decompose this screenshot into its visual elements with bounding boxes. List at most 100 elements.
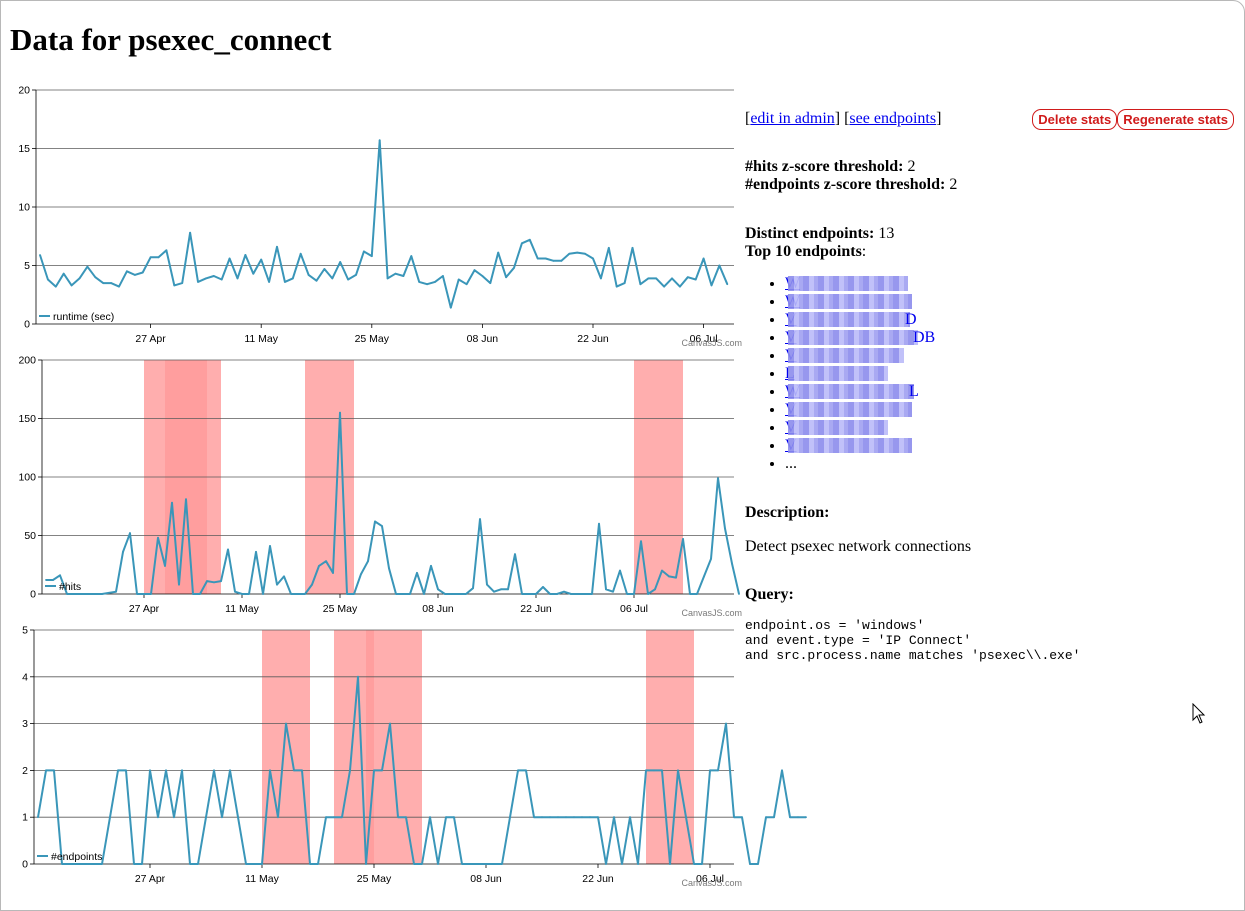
data-point: [315, 279, 318, 282]
data-point: [718, 264, 721, 267]
endpoints-threshold-value: 2: [949, 176, 958, 193]
endpoint-link[interactable]: V: [785, 347, 904, 365]
anomaly-band: [366, 630, 374, 864]
endpoint-link[interactable]: V: [785, 437, 912, 455]
data-point: [101, 593, 103, 595]
chart-credit: CanvasJS.com: [681, 608, 742, 618]
endpoint-link[interactable]: VD: [785, 311, 921, 329]
delete-stats-button[interactable]: Delete stats: [1032, 109, 1118, 130]
data-point: [654, 588, 656, 591]
data-point: [605, 863, 607, 865]
top-endpoints-label: Top 10 endpoints: [745, 243, 862, 260]
data-point: [402, 593, 404, 595]
hits-chart-svg: 0 50 100 150 200 27 Apr 11 May 25 May 08 Jun 22 J…: [18, 355, 742, 619]
data-point: [199, 593, 201, 595]
data-point: [136, 593, 138, 595]
data-point: [437, 863, 439, 865]
endpoint-link[interactable]: WL: [785, 383, 925, 401]
data-point: [434, 280, 436, 283]
series-line: [39, 139, 729, 309]
data-point: [493, 590, 495, 593]
data-point: [661, 769, 663, 772]
query-heading: Query:: [745, 586, 794, 603]
distinct-endpoints-label: Distinct endpoints:: [745, 225, 875, 242]
data-point: [535, 593, 537, 595]
data-point: [533, 816, 535, 819]
x-tick-label: 27 Apr: [135, 873, 166, 885]
data-point: [686, 276, 689, 279]
data-point: [381, 525, 383, 528]
data-point: [173, 816, 175, 819]
regenerate-stats-button[interactable]: Regenerate stats: [1117, 109, 1234, 130]
see-endpoints-link[interactable]: see endpoints: [849, 110, 937, 127]
series-line: [46, 411, 740, 595]
data-point: [493, 863, 495, 865]
data-point: [682, 538, 684, 540]
data-point: [77, 863, 79, 865]
endpoint-summary: Distinct endpoints: 13 Top 10 endpoints:: [745, 225, 894, 261]
x-tick-label: 08 Jun: [422, 603, 454, 615]
data-point: [696, 593, 698, 595]
endpoint-link[interactable]: V: [785, 401, 912, 419]
y-tick-label: 200: [18, 355, 36, 367]
data-point: [236, 277, 239, 280]
data-point: [689, 593, 691, 595]
legend-label: #hits: [59, 581, 81, 593]
redaction-blur: [788, 294, 912, 309]
endpoint-link[interactable]: VDB: [785, 329, 935, 347]
data-point: [437, 588, 439, 591]
endpoint-link[interactable]: V: [785, 419, 888, 437]
data-point: [346, 593, 348, 595]
data-point: [453, 816, 455, 819]
redaction-blur: [788, 276, 908, 291]
data-point: [189, 863, 191, 865]
anomaly-band: [646, 630, 694, 864]
data-point: [244, 254, 247, 256]
data-point: [765, 816, 767, 819]
data-point: [237, 816, 239, 819]
data-point: [517, 769, 519, 772]
data-point: [570, 593, 572, 595]
data-point: [479, 518, 481, 521]
endpoint-list-item: W: [785, 293, 929, 311]
data-point: [500, 588, 502, 591]
data-point: [285, 722, 287, 725]
data-point: [241, 593, 243, 595]
edit-in-admin-link[interactable]: edit in admin: [750, 110, 835, 127]
endpoint-link[interactable]: L: [785, 365, 888, 383]
y-tick-label: 2: [22, 765, 28, 777]
data-point: [213, 581, 215, 584]
data-point: [101, 863, 103, 865]
data-point: [157, 816, 159, 819]
data-point: [301, 769, 303, 772]
data-point: [367, 560, 369, 563]
data-point: [229, 769, 231, 772]
data-point: [669, 863, 671, 865]
data-point: [507, 588, 509, 591]
data-point: [633, 593, 635, 595]
data-point: [149, 769, 151, 772]
data-point: [206, 580, 208, 583]
data-point: [365, 863, 367, 865]
data-point: [489, 282, 492, 284]
data-point: [248, 593, 250, 595]
y-tick-label: 15: [18, 143, 30, 155]
data-point: [283, 575, 285, 578]
data-point: [150, 593, 152, 595]
data-point: [477, 863, 479, 865]
endpoint-link[interactable]: W: [785, 275, 908, 293]
endpoint-link[interactable]: W: [785, 293, 912, 311]
data-point: [86, 265, 89, 268]
data-point: [671, 277, 673, 280]
data-point: [333, 816, 335, 819]
data-point: [591, 593, 593, 595]
data-point: [805, 816, 807, 819]
data-point: [133, 273, 136, 276]
data-point: [781, 769, 783, 772]
data-point: [514, 553, 516, 556]
data-point: [389, 722, 391, 725]
distinct-endpoints-value: 13: [878, 225, 895, 242]
data-point: [565, 816, 567, 819]
data-point: [505, 276, 507, 279]
data-point: [679, 285, 681, 288]
